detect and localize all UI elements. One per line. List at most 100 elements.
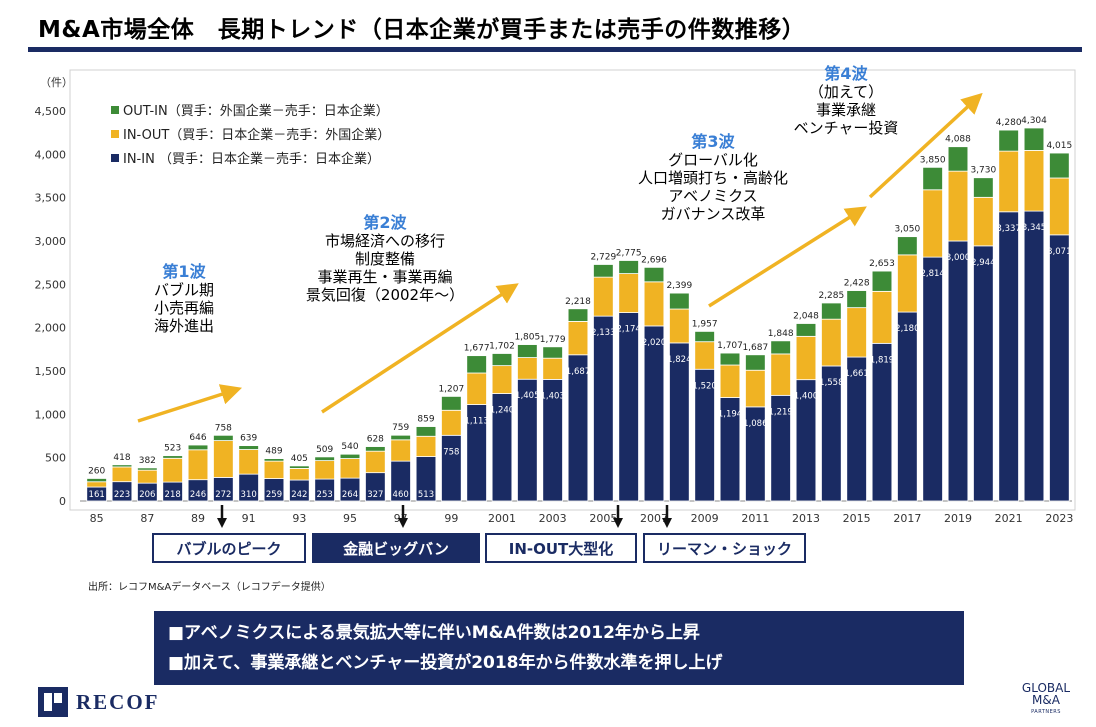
total-label: 2,775 [616, 249, 642, 259]
bar-segment-in-out [947, 170, 969, 242]
bar-segment-in-in [973, 245, 994, 502]
x-tick-label: 2023 [1045, 512, 1073, 525]
in-in-value-label: 1,086 [743, 419, 767, 429]
wave-4-annotation: 第4波 （加えて） 事業承継 ベンチャー投資 [794, 65, 899, 138]
x-tick-label: 2013 [792, 512, 820, 525]
in-in-value-label: 1,113 [464, 417, 488, 427]
total-label: 759 [392, 423, 409, 433]
in-in-value-label: 2,944 [971, 258, 995, 268]
x-tick-label: 99 [444, 512, 458, 525]
wave-2-line: 景気回復（2002年～） [305, 286, 465, 304]
total-label: 523 [164, 444, 181, 454]
total-label: 2,048 [793, 312, 819, 322]
bar-segment-in-out [415, 435, 437, 457]
event-lehman-shock: リーマン・ショック [643, 533, 806, 563]
in-in-value-label: 327 [367, 490, 383, 500]
in-in-value-label: 1,661 [844, 369, 868, 379]
in-in-value-label: 1,824 [667, 355, 691, 365]
wave-2-line: 事業再生・事業再編 [317, 268, 453, 286]
total-label: 646 [189, 433, 206, 443]
bar-segment-in-out [871, 290, 893, 344]
source-note: 出所：レコフM&Aデータベース（レコフデータ提供） [88, 582, 331, 593]
total-label: 260 [88, 466, 105, 476]
in-in-value-label: 2,814 [920, 269, 944, 279]
bar-segment-out-in [897, 236, 918, 256]
total-label: 2,428 [844, 279, 870, 289]
bar-segment-out-in [365, 446, 386, 452]
legend-swatch [111, 130, 119, 138]
total-label: 1,957 [692, 319, 718, 329]
total-label: 3,730 [970, 166, 996, 176]
plot-frame [69, 69, 1076, 511]
y-tick-label: 2,000 [35, 322, 67, 335]
x-tick-label: 2009 [691, 512, 719, 525]
wave-3-line: ガバナンス改革 [660, 205, 766, 223]
in-in-value-label: 1,194 [718, 410, 742, 420]
in-in-value-label: 3,345 [1022, 223, 1046, 233]
event-in-out-large-deals: IN-OUT大型化 [485, 533, 637, 563]
in-in-value-label: 758 [443, 447, 459, 457]
bar-segment-out-in [998, 129, 1019, 152]
bar-segment-out-in [137, 467, 158, 471]
x-tick-label: 2019 [944, 512, 972, 525]
bar-segment-in-out [517, 357, 538, 380]
bar-segment-in-out [618, 273, 639, 313]
bar-segment-in-out [187, 449, 209, 481]
bar-segment-out-in [973, 177, 994, 198]
wave-4-line: （加えて） [808, 83, 884, 101]
x-tick-label: 2021 [995, 512, 1023, 525]
legend-label: OUT-IN（買手：外国企業－売手：日本企業） [123, 103, 389, 119]
bar-segment-out-in [694, 330, 715, 343]
total-label: 3,050 [894, 225, 920, 235]
in-in-value-label: 259 [266, 490, 282, 500]
in-in-value-label: 218 [165, 490, 181, 500]
wave-3-line: 人口増頭打ち・高齢化 [637, 169, 789, 187]
bar-segment-in-out [365, 450, 386, 474]
total-label: 2,218 [565, 297, 591, 307]
in-in-value-label: 3,071 [1047, 247, 1071, 257]
total-label: 639 [240, 434, 257, 444]
y-tick-label: 3,500 [35, 192, 67, 205]
total-label: 1,677 [464, 344, 490, 354]
bar-segment-out-in [922, 166, 943, 191]
bar-segment-in-out [694, 341, 715, 370]
event-arrow-head [217, 518, 227, 528]
bar-segment-in-out [593, 276, 614, 317]
legend-swatch [111, 154, 119, 162]
wave-3-line: アベノミクス [668, 187, 758, 205]
wave-3-annotation: 第3波 グローバル化 人口増頭打ち・高齢化 アベノミクス ガバナンス改革 [637, 133, 789, 224]
bar-segment-in-out [137, 469, 158, 484]
total-label: 2,729 [590, 252, 616, 262]
bar-segment-out-in [1023, 127, 1045, 151]
bar-segment-in-out [922, 189, 943, 258]
in-in-value-label: 2,133 [591, 328, 615, 338]
in-in-value-label: 1,405 [515, 391, 539, 401]
in-in-value-label: 1,687 [566, 367, 590, 377]
bar-segment-out-in [314, 456, 335, 462]
bar-segment-in-out [86, 481, 107, 488]
total-label: 489 [265, 447, 282, 457]
stacked-bar-chart: （件） 0 500 1,000 1,500 2,000 2,500 3,000 3,500 4,0… [35, 69, 1076, 528]
wave-2-annotation: 第2波 市場経済への移行 制度整備 事業再生・事業再編 景気回復（2002年～） [305, 214, 465, 305]
bar-segment-out-in [441, 395, 462, 411]
wave-2-line: 市場経済への移行 [324, 232, 445, 250]
wave-1-line: 海外進出 [153, 317, 215, 335]
total-label: 1,848 [768, 329, 794, 339]
recof-logo-mark [38, 687, 68, 717]
x-tick-label: 87 [140, 512, 154, 525]
total-label: 1,805 [514, 333, 540, 343]
in-in-value-label: 3,000 [946, 253, 970, 263]
bar-segment-out-in [947, 146, 969, 172]
x-tick-label: 2017 [893, 512, 921, 525]
bar-segment-out-in [593, 264, 614, 278]
summary-line: ■加えて、事業承継とベンチャー投資が2018年から件数水準を押し上げ [168, 653, 723, 673]
bar-segment-out-in [669, 292, 690, 310]
total-label: 2,285 [818, 291, 844, 301]
bar-segment-out-in [821, 302, 842, 320]
bar-segment-out-in [1049, 152, 1070, 179]
event-arrow-head [613, 518, 623, 528]
bar-segment-in-in [871, 342, 893, 502]
in-in-value-label: 272 [215, 490, 231, 500]
x-tick-label: 2005 [589, 512, 617, 525]
bar-segment-in-out [821, 318, 842, 367]
